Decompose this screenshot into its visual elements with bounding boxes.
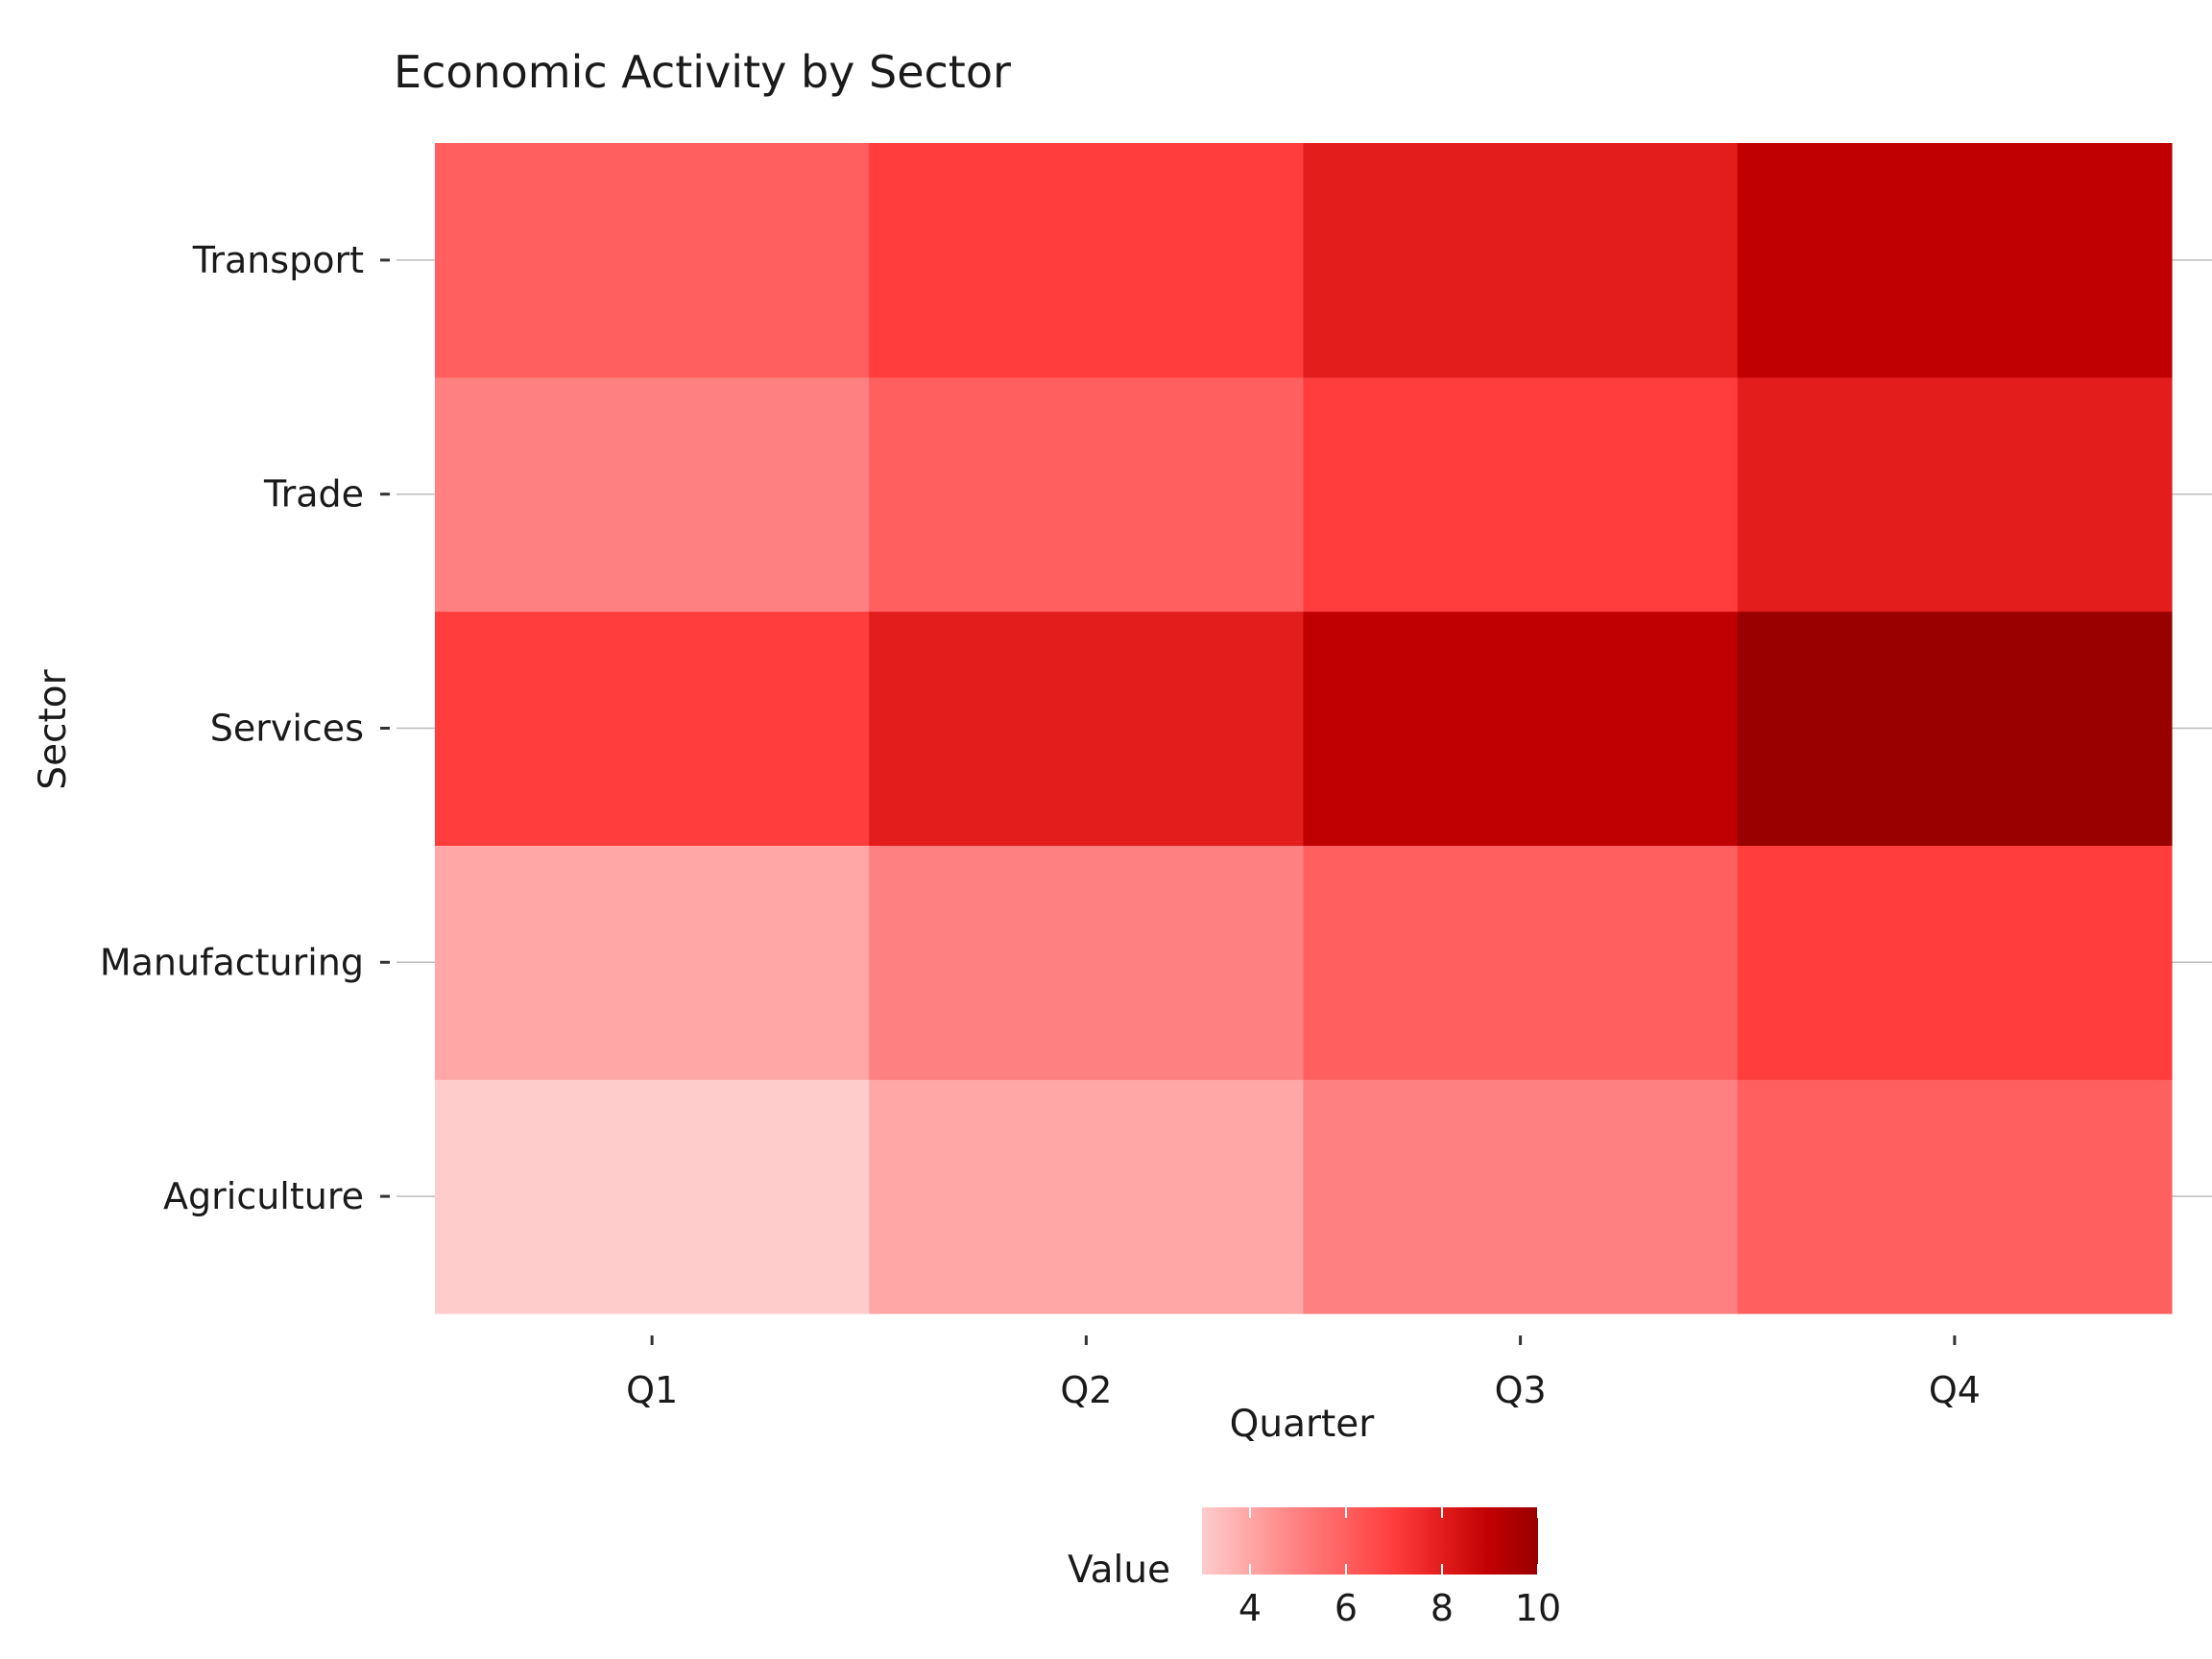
legend-ticks: 4 6 8 10: [1238, 1507, 1561, 1629]
cell-manufacturing-q1: [435, 845, 870, 1080]
y-tick-label-trade: Trade: [263, 473, 364, 516]
legend-tick-label-10: 10: [1515, 1587, 1561, 1629]
cell-agriculture-q2: [869, 1079, 1305, 1314]
y-tick-label-manufacturing: Manufacturing: [100, 941, 364, 983]
y-tick-label-transport: Transport: [192, 239, 364, 281]
legend-tick-label-8: 8: [1431, 1587, 1454, 1629]
cell-trade-q1: [435, 376, 870, 613]
x-tick-label-q1: Q1: [626, 1369, 678, 1411]
cell-transport-q3: [1303, 143, 1739, 378]
x-axis: Q1 Q2 Q3 Q4: [626, 1335, 1981, 1411]
cell-agriculture-q3: [1303, 1079, 1739, 1314]
x-tick-label-q2: Q2: [1060, 1369, 1112, 1411]
y-tick-label-agriculture: Agriculture: [163, 1175, 364, 1217]
cell-transport-q1: [435, 143, 870, 378]
heatmap-cells: [435, 143, 2173, 1314]
x-tick-label-q4: Q4: [1929, 1369, 1981, 1411]
cell-trade-q2: [869, 376, 1305, 613]
cell-manufacturing-q3: [1303, 845, 1739, 1080]
color-legend: Value 4 6 8 10: [1068, 1507, 1561, 1629]
y-axis-title: Sector: [32, 668, 75, 789]
cell-agriculture-q4: [1737, 1079, 2173, 1314]
legend-title: Value: [1068, 1549, 1170, 1592]
cell-agriculture-q1: [435, 1079, 870, 1314]
cell-transport-q4: [1737, 143, 2173, 378]
cell-trade-q4: [1737, 376, 2173, 613]
legend-tick-label-6: 6: [1334, 1587, 1358, 1629]
y-tick-label-services: Services: [210, 708, 364, 750]
cell-manufacturing-q4: [1737, 845, 2173, 1080]
y-axis: Agriculture Manufacturing Services Trade Tra…: [100, 239, 390, 1217]
legend-tick-label-4: 4: [1238, 1587, 1262, 1629]
x-axis-title: Quarter: [1230, 1403, 1376, 1446]
cell-services-q2: [869, 611, 1305, 846]
cell-transport-q2: [869, 143, 1305, 378]
cell-trade-q3: [1303, 376, 1739, 613]
cell-services-q4: [1737, 611, 2173, 846]
cell-services-q1: [435, 611, 870, 846]
x-tick-label-q3: Q3: [1495, 1369, 1547, 1411]
legend-color-bar: [1202, 1507, 1538, 1575]
cell-services-q3: [1303, 611, 1739, 846]
chart-title: Economic Activity by Sector: [394, 46, 1011, 98]
cell-manufacturing-q2: [869, 845, 1305, 1080]
